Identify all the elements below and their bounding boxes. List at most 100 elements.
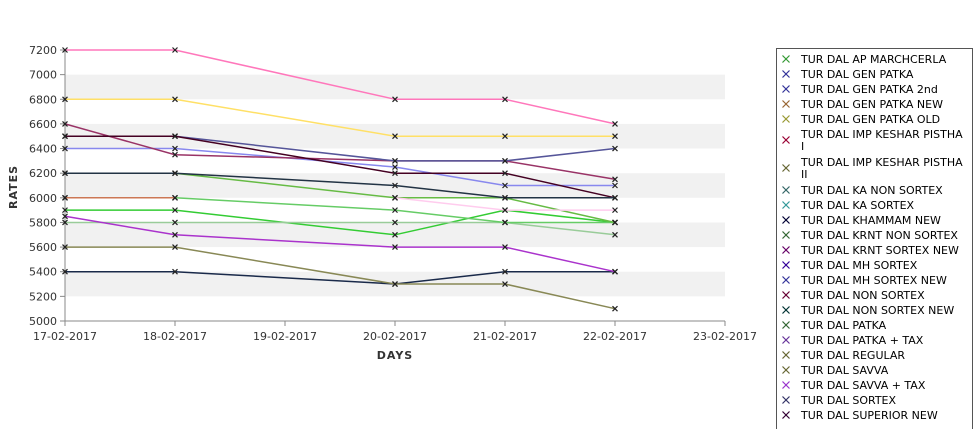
y-axis-ticks: 5000 5200 5400 5600 5800 6000 6200 6400 6600 6800… [29, 44, 65, 328]
data-point [612, 231, 618, 238]
data-point [502, 281, 508, 287]
data-point [392, 219, 398, 226]
data-point [62, 213, 68, 220]
data-point [612, 207, 618, 214]
data-point [502, 96, 508, 103]
legend-marker-icon [782, 115, 790, 123]
data-point [62, 96, 68, 103]
legend-item: TUR DAL GEN PATKA [782, 68, 914, 81]
legend-label: TUR DAL KRNT SORTEX NEW [800, 244, 959, 257]
legend-label: TUR DAL SAVVA + TAX [800, 379, 926, 392]
legend-item: TUR DAL KA NON SORTEX [782, 184, 943, 197]
legend-marker-icon [782, 246, 790, 254]
data-point [612, 194, 618, 201]
legend-marker-icon [782, 336, 790, 344]
x-axis-ticks: 17-02-2017 18-02-2017 19-02-2017 20-02-2017… [33, 321, 757, 343]
legend-item: TUR DAL PATKA + TAX [782, 334, 924, 347]
legend-label: TUR DAL KA SORTEX [800, 199, 915, 212]
data-point [502, 182, 508, 189]
data-point [172, 194, 178, 201]
y-tick-label: 5000 [29, 315, 57, 328]
data-point [612, 219, 618, 226]
grid-band [65, 74, 725, 100]
legend-item: TUR DAL AP MARCHCERLA [782, 53, 947, 66]
legend-label: TUR DAL KHAMMAM NEW [800, 214, 941, 227]
data-point [502, 268, 508, 275]
legend-marker-icon [782, 164, 790, 172]
data-point [172, 145, 178, 152]
y-tick-label: 6000 [29, 192, 57, 205]
legend-item: TUR DAL MH SORTEX NEW [782, 274, 947, 287]
legend-label: TUR DAL MH SORTEX [800, 259, 918, 272]
data-point [172, 151, 178, 158]
data-point [62, 219, 68, 226]
legend-marker-icon [782, 136, 790, 144]
data-point [502, 133, 508, 140]
data-point [172, 268, 178, 275]
legend-item: TUR DAL KRNT NON SORTEX [782, 229, 958, 242]
data-point [172, 96, 178, 103]
legend-label: TUR DAL SAVVA [800, 364, 889, 377]
data-point [612, 182, 618, 189]
legend-label: TUR DAL KRNT NON SORTEX [800, 229, 958, 242]
data-point [612, 268, 618, 275]
x-axis-label: DAYS [377, 349, 413, 362]
data-point [62, 170, 68, 177]
data-point [502, 170, 508, 177]
data-point [392, 194, 398, 201]
legend-marker-icon [782, 186, 790, 194]
y-tick-label: 5400 [29, 266, 57, 279]
data-point [502, 207, 508, 214]
y-axis-label: RATES [7, 165, 20, 209]
data-point [502, 219, 508, 226]
data-point [172, 47, 178, 53]
data-point [172, 207, 178, 214]
legend-marker-icon [782, 231, 790, 239]
axes [60, 50, 725, 326]
data-point [62, 120, 68, 127]
data-point [502, 194, 508, 201]
legend-item: TUR DAL NON SORTEX [782, 289, 925, 302]
data-point [62, 133, 68, 140]
x-tick-label: 19-02-2017 [253, 330, 317, 343]
data-point [172, 219, 178, 226]
legend-marker-icon [782, 411, 790, 419]
legend-label: TUR DAL GEN PATKA 2nd [800, 83, 938, 96]
legend-item: TUR DAL PATKA [782, 319, 887, 332]
legend-label: TUR DAL IMP KESHAR PISTHA [800, 156, 963, 169]
legend-item: TUR DAL GEN PATKA OLD [782, 113, 940, 126]
data-point [392, 96, 398, 103]
legend-marker-icon [782, 70, 790, 78]
series-markers [62, 47, 618, 312]
legend-item: TUR DAL NON SORTEX NEW [782, 304, 954, 317]
y-tick-label: 6800 [29, 93, 57, 106]
data-point [502, 244, 508, 251]
legend-item: TUR DAL REGULAR [782, 349, 905, 362]
legend-marker-icon [782, 261, 790, 269]
data-point [62, 145, 68, 152]
legend-marker-icon [782, 396, 790, 404]
legend-label: TUR DAL GEN PATKA OLD [800, 113, 940, 126]
series-line-11 [394, 197, 615, 211]
data-point [392, 182, 398, 189]
data-point [502, 157, 508, 164]
legend: TUR DAL AP MARCHCERLA TUR DAL GEN PATKA TU… [776, 48, 973, 429]
legend-label: TUR DAL PATKA + TAX [800, 334, 924, 347]
legend-item: TUR DAL KHAMMAM NEW [782, 214, 941, 227]
data-point [172, 244, 178, 251]
legend-marker-icon [782, 201, 790, 209]
data-point [392, 133, 398, 140]
x-tick-label: 20-02-2017 [363, 330, 427, 343]
legend-label: I [801, 140, 804, 153]
legend-item: TUR DAL SUPERIOR NEW [782, 409, 938, 422]
x-tick-label: 18-02-2017 [143, 330, 207, 343]
legend-marker-icon [782, 100, 790, 108]
legend-item: TUR DAL MH SORTEX [782, 259, 918, 272]
x-tick-label: 21-02-2017 [473, 330, 537, 343]
y-tick-label: 5600 [29, 241, 57, 254]
legend-marker-icon [782, 351, 790, 359]
legend-label: TUR DAL PATKA [800, 319, 887, 332]
legend-item: TUR DAL SORTEX [782, 394, 896, 407]
legend-label: TUR DAL NON SORTEX [800, 289, 925, 302]
legend-label: TUR DAL KA NON SORTEX [800, 184, 943, 197]
